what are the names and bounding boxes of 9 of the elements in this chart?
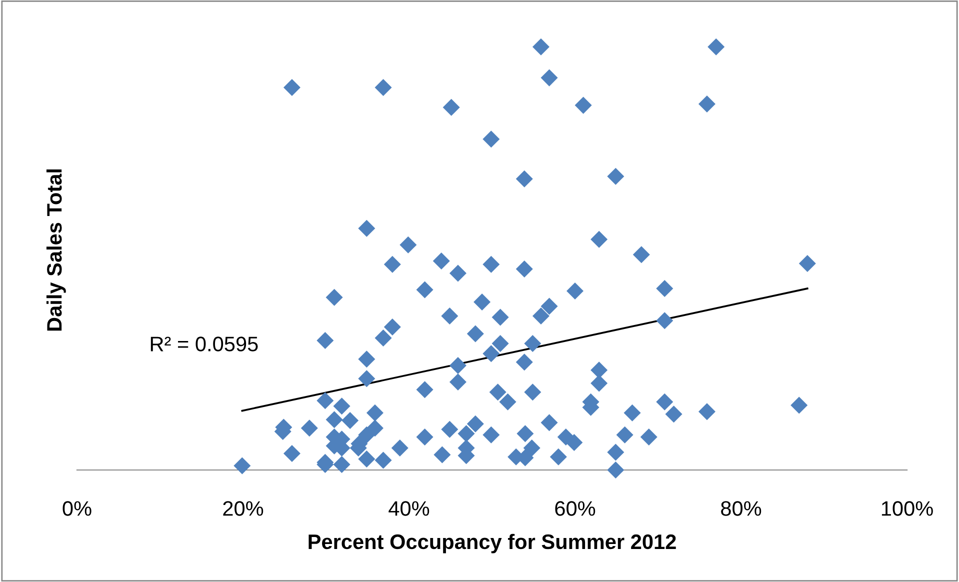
y-axis-title: Daily Sales Total (46, 169, 66, 331)
annotation: R² = 0.0595 (150, 336, 258, 352)
x-axis-title: Percent Occupancy for Summer 2012 (308, 534, 676, 554)
x-tick-label: 100% (882, 501, 933, 516)
x-tick-label: 0% (62, 501, 92, 516)
x-tick-label: 60% (555, 501, 596, 516)
x-tick-label: 20% (223, 501, 264, 516)
x-tick-label: 80% (721, 501, 762, 516)
x-tick-label: 40% (388, 501, 430, 516)
